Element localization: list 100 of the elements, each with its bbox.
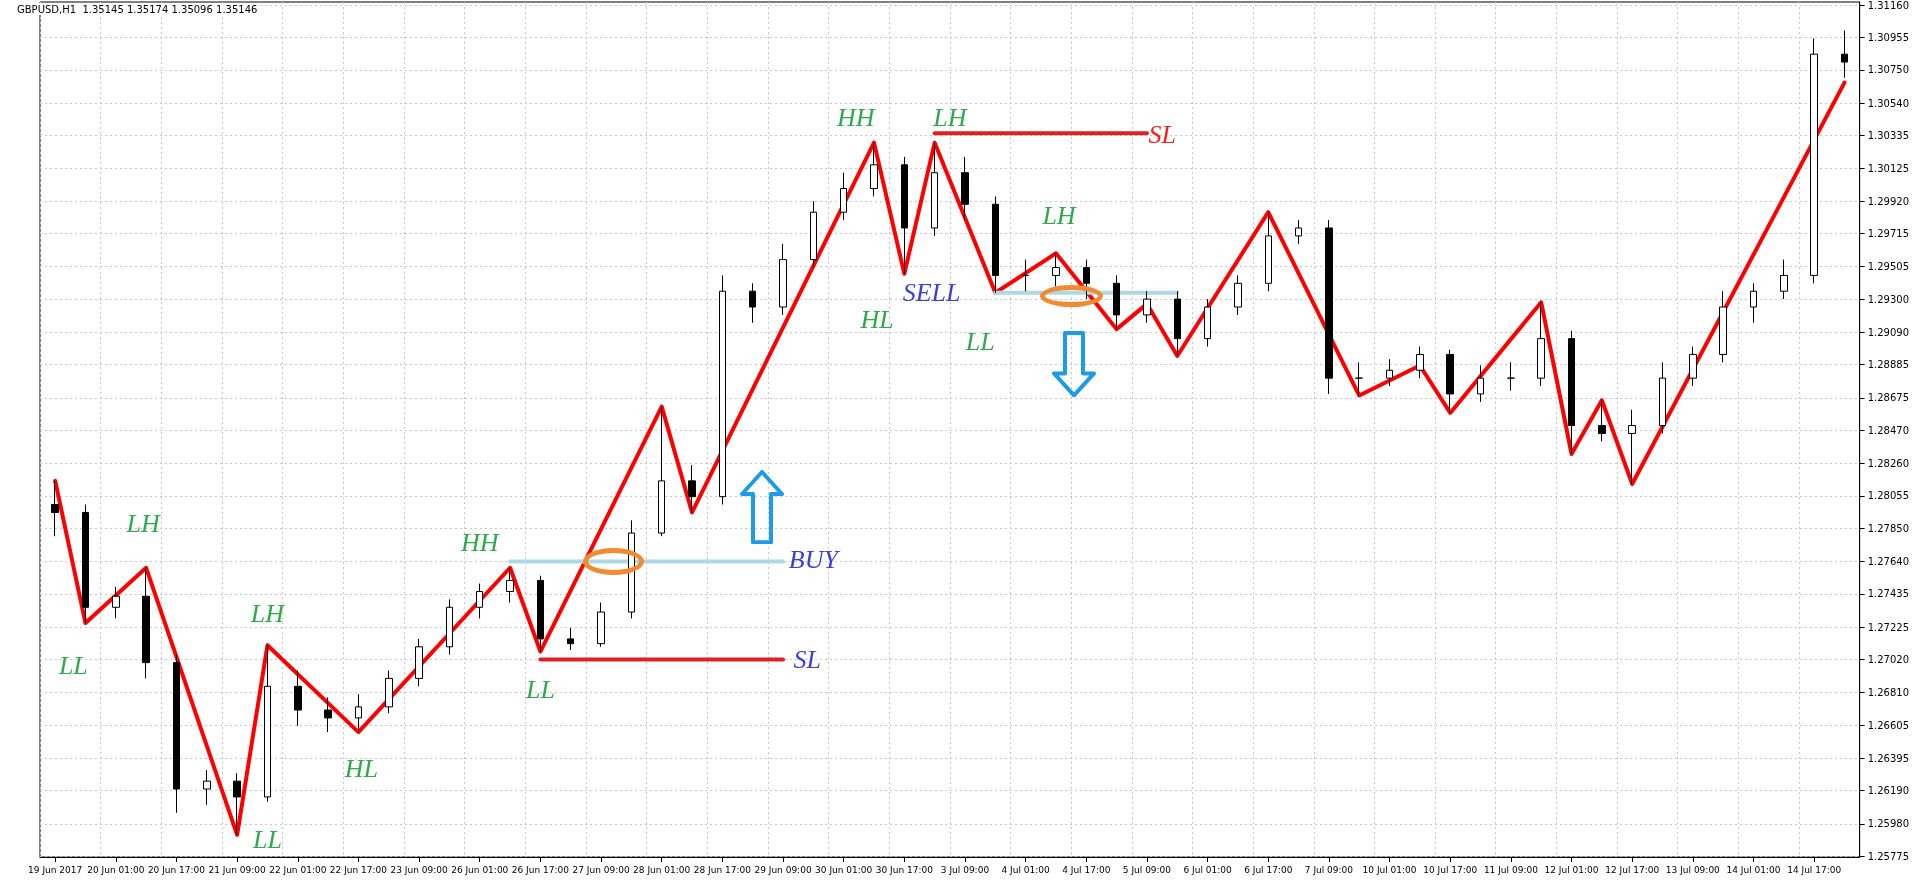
chart-title: GBPUSD,H1 1.35145 1.35174 1.35096 1.35146 xyxy=(17,3,258,15)
candlestick xyxy=(1355,361,1363,397)
candlestick xyxy=(1659,361,1666,434)
candlestick xyxy=(1719,290,1727,363)
candlestick xyxy=(992,195,999,294)
x-tick-label: 26 Jun 17:00 xyxy=(511,864,570,875)
candlestick xyxy=(476,583,483,619)
y-tick-label: 1.30540 xyxy=(1867,97,1910,109)
candlestick xyxy=(1386,358,1393,387)
y-tick-label: 1.27435 xyxy=(1867,588,1910,600)
candlestick xyxy=(233,772,241,836)
candlestick xyxy=(719,274,726,506)
y-tick-label: 1.25775 xyxy=(1867,850,1910,862)
candlestick xyxy=(51,480,59,537)
candlestick xyxy=(901,156,908,275)
x-tick-label: 29 Jun 09:00 xyxy=(754,864,812,875)
x-tick-label: 6 Jul 17:00 xyxy=(1244,864,1293,875)
candlestick xyxy=(324,696,332,733)
x-tick-label: 20 Jun 17:00 xyxy=(147,864,206,875)
annotation: HH xyxy=(836,102,876,132)
candlestick xyxy=(810,200,817,269)
y-tick-label: 1.28055 xyxy=(1867,490,1910,502)
annotation: LH xyxy=(1041,200,1077,230)
x-tick-label: 11 Jul 09:00 xyxy=(1483,864,1539,875)
annotation: SL xyxy=(793,644,822,674)
candlestick xyxy=(385,670,393,714)
candlestick xyxy=(1507,361,1515,392)
candlestick xyxy=(658,406,665,537)
annotation: HL xyxy=(859,305,894,335)
y-tick-label: 1.30335 xyxy=(1867,130,1910,142)
candlestick xyxy=(1780,259,1788,300)
x-tick-label: 4 Jul 17:00 xyxy=(1062,864,1111,875)
candlestick xyxy=(1598,399,1606,442)
candlestick xyxy=(203,769,211,806)
y-tick-label: 1.25980 xyxy=(1867,818,1910,830)
candlestick xyxy=(1416,346,1424,379)
candlestick xyxy=(112,586,120,619)
y-tick-label: 1.29300 xyxy=(1867,293,1910,305)
candlestick xyxy=(1446,349,1454,414)
candlestick xyxy=(1174,290,1181,357)
x-tick-label: 23 Jun 09:00 xyxy=(390,864,448,875)
candlestick xyxy=(173,654,180,814)
y-tick-label: 1.30955 xyxy=(1867,32,1910,44)
y-tick-label: 1.28675 xyxy=(1867,392,1910,404)
y-tick-label: 1.26810 xyxy=(1867,687,1910,699)
candlestick xyxy=(1083,259,1090,300)
candlestick xyxy=(597,602,605,648)
y-tick-label: 1.29715 xyxy=(1867,228,1910,240)
y-tick-label: 1.30750 xyxy=(1867,64,1910,76)
x-tick-label: 4 Jul 01:00 xyxy=(1001,864,1051,875)
y-tick-label: 1.27640 xyxy=(1867,555,1910,567)
x-tick-label: 22 Jun 01:00 xyxy=(269,864,327,875)
x-tick-label: 19 Jun 2017 xyxy=(28,864,83,875)
annotation: LH xyxy=(249,599,286,629)
y-tick-label: 1.30125 xyxy=(1867,163,1910,175)
candlestick xyxy=(567,627,574,651)
y-tick-label: 1.27020 xyxy=(1867,653,1910,665)
x-tick-label: 6 Jul 01:00 xyxy=(1183,864,1232,875)
y-tick-label: 1.28260 xyxy=(1867,457,1910,469)
candlestick xyxy=(537,575,544,653)
x-tick-label: 10 Jul 17:00 xyxy=(1423,864,1478,875)
candlestick xyxy=(446,598,453,656)
candlestick xyxy=(749,282,756,324)
candlestick xyxy=(1841,29,1848,79)
annotation: LL xyxy=(57,651,88,681)
annotation: SELL xyxy=(902,278,961,308)
x-tick-label: 7 Jul 09:00 xyxy=(1304,864,1354,875)
candlestick xyxy=(1477,364,1484,403)
x-tick-label: 13 Jul 09:00 xyxy=(1665,864,1721,875)
annotation: LL xyxy=(524,674,555,704)
annotation: LL xyxy=(964,327,995,357)
candlestick xyxy=(142,567,150,679)
y-tick-label: 1.29920 xyxy=(1867,195,1910,207)
y-tick-label: 1.27850 xyxy=(1867,522,1910,534)
y-tick-label: 1.28470 xyxy=(1867,424,1910,436)
candlestick xyxy=(1113,274,1120,330)
annotation: HH xyxy=(459,528,500,557)
candlestick xyxy=(1022,259,1029,292)
candlestick xyxy=(294,670,302,727)
x-tick-label: 22 Jun 17:00 xyxy=(329,864,388,875)
candlestick xyxy=(1325,219,1333,395)
candlestick xyxy=(1628,409,1636,485)
x-tick-label: 30 Jun 01:00 xyxy=(815,864,873,875)
candlestick xyxy=(779,243,787,316)
x-tick-label: 28 Jun 01:00 xyxy=(633,864,691,875)
y-tick-label: 1.28885 xyxy=(1867,359,1910,371)
x-tick-label: 5 Jul 09:00 xyxy=(1122,864,1172,875)
y-tick-label: 1.29505 xyxy=(1867,261,1910,273)
candlestick xyxy=(1750,282,1757,324)
candlestick xyxy=(415,638,423,687)
x-tick-label: 20 Jun 01:00 xyxy=(87,864,145,875)
candlestick xyxy=(840,172,847,221)
candlestick xyxy=(1143,290,1151,324)
candlestick xyxy=(1204,298,1211,348)
y-tick-label: 1.26190 xyxy=(1867,785,1910,797)
y-tick-label: 1.27225 xyxy=(1867,621,1910,633)
candlestick xyxy=(870,142,878,197)
candlestick xyxy=(1537,301,1545,387)
x-tick-label: 27 Jun 09:00 xyxy=(572,864,630,875)
x-tick-label: 21 Jun 09:00 xyxy=(208,864,266,875)
